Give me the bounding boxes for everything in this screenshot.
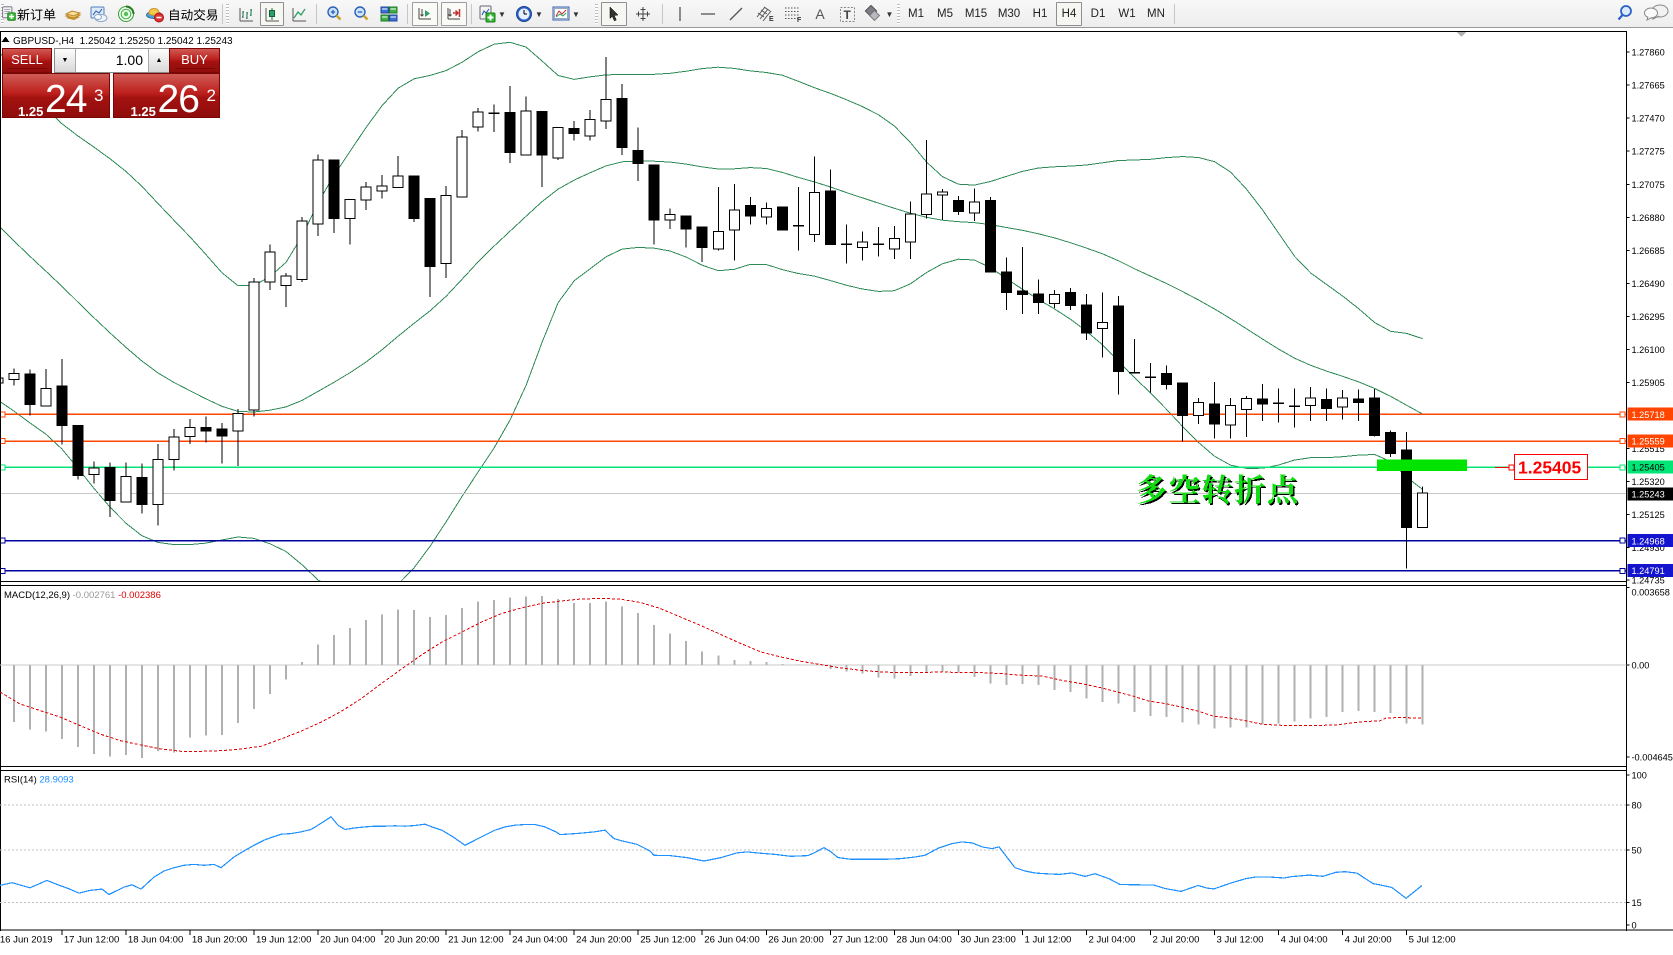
svg-text:1 Jul 12:00: 1 Jul 12:00 [1024,935,1071,946]
svg-text:E: E [769,16,774,23]
svg-text:4 Jul 20:00: 4 Jul 20:00 [1345,935,1392,946]
svg-text:0: 0 [1632,921,1637,931]
svg-text:4 Jul 04:00: 4 Jul 04:00 [1281,935,1328,946]
svg-text:19 Jun 12:00: 19 Jun 12:00 [256,935,311,946]
svg-text:18 Jun 20:00: 18 Jun 20:00 [192,935,247,946]
svg-text:1.25718: 1.25718 [1632,410,1665,420]
svg-text:20 Jun 20:00: 20 Jun 20:00 [384,935,439,946]
svg-text:0.003658: 0.003658 [1632,588,1670,598]
svg-text:1.25559: 1.25559 [1632,437,1665,447]
svg-text:1.27075: 1.27075 [1632,180,1665,190]
svg-text:21 Jun 12:00: 21 Jun 12:00 [448,935,503,946]
svg-text:30 Jun 23:00: 30 Jun 23:00 [960,935,1015,946]
svg-text:1.25405: 1.25405 [1632,463,1665,473]
svg-text:GBPUSD-,H4 1.25042 1.25250 1.: GBPUSD-,H4 1.25042 1.25250 1.25042 1.252… [13,36,233,47]
svg-text:26 Jun 20:00: 26 Jun 20:00 [768,935,823,946]
svg-text:25 Jun 12:00: 25 Jun 12:00 [640,935,695,946]
svg-text:1.25125: 1.25125 [1632,510,1665,520]
svg-text:1.26295: 1.26295 [1632,312,1665,322]
svg-text:1.26880: 1.26880 [1632,213,1665,223]
svg-text:1.27665: 1.27665 [1632,80,1665,90]
svg-text:-0.004645: -0.004645 [1632,753,1673,763]
svg-text:1.27470: 1.27470 [1632,113,1665,123]
svg-text:26 Jun 04:00: 26 Jun 04:00 [704,935,759,946]
svg-text:F: F [797,17,802,23]
svg-text:1.25905: 1.25905 [1632,378,1665,388]
svg-text:1.26490: 1.26490 [1632,279,1665,289]
svg-text:5 Jul 12:00: 5 Jul 12:00 [1409,935,1456,946]
svg-text:1.26685: 1.26685 [1632,246,1665,256]
svg-text:1.26100: 1.26100 [1632,345,1665,355]
svg-text:1.27275: 1.27275 [1632,146,1665,156]
svg-text:RSI(14) 28.9093: RSI(14) 28.9093 [4,775,74,786]
svg-text:24 Jun 20:00: 24 Jun 20:00 [576,935,631,946]
svg-text:2 Jul 04:00: 2 Jul 04:00 [1088,935,1135,946]
svg-text:0.00: 0.00 [1632,661,1650,671]
svg-text:3 Jul 12:00: 3 Jul 12:00 [1217,935,1264,946]
svg-text:1.27860: 1.27860 [1632,47,1665,57]
svg-text:16 Jun 2019: 16 Jun 2019 [0,935,53,946]
svg-text:18 Jun 04:00: 18 Jun 04:00 [128,935,183,946]
svg-text:17 Jun 12:00: 17 Jun 12:00 [64,935,119,946]
svg-text:MACD(12,26,9) -0.002761 -0.002: MACD(12,26,9) -0.002761 -0.002386 [4,590,161,601]
svg-text:15: 15 [1632,898,1642,908]
svg-text:28 Jun 04:00: 28 Jun 04:00 [896,935,951,946]
svg-text:1.25243: 1.25243 [1632,490,1665,500]
svg-text:2 Jul 20:00: 2 Jul 20:00 [1153,935,1200,946]
svg-text:1.24735: 1.24735 [1632,576,1665,586]
svg-text:80: 80 [1632,801,1642,811]
svg-text:27 Jun 12:00: 27 Jun 12:00 [832,935,887,946]
svg-text:1.24791: 1.24791 [1632,566,1665,576]
svg-text:T: T [843,8,851,22]
svg-text:1.25320: 1.25320 [1632,477,1665,487]
svg-text:24 Jun 04:00: 24 Jun 04:00 [512,935,567,946]
svg-text:100: 100 [1632,771,1647,781]
svg-text:1.25405: 1.25405 [1518,458,1582,478]
svg-text:50: 50 [1632,846,1642,856]
svg-text:20 Jun 04:00: 20 Jun 04:00 [320,935,375,946]
svg-text:1.24968: 1.24968 [1632,536,1665,546]
